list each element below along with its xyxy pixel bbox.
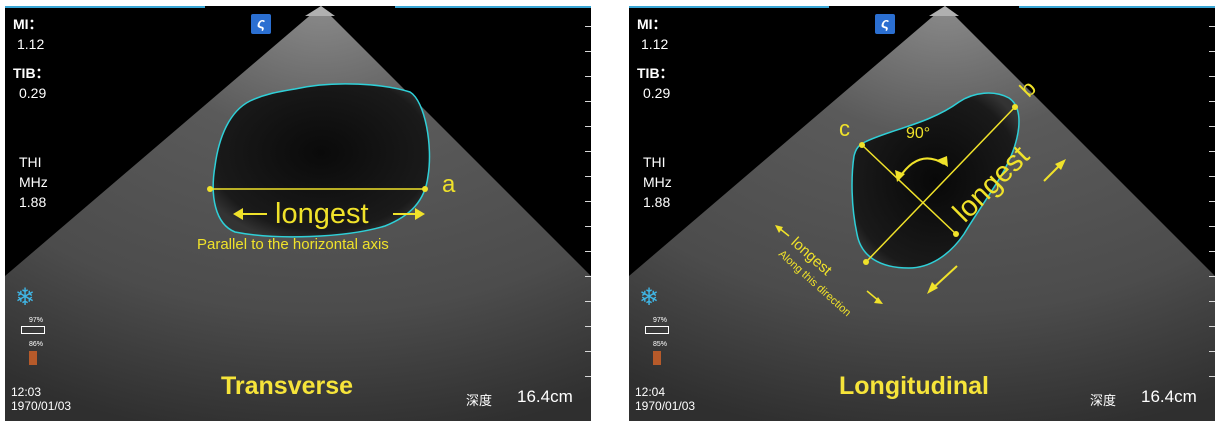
mi-value: 1.12 <box>17 36 45 52</box>
brand-logo-icon: ς <box>251 14 271 34</box>
top-accent-bar <box>1019 6 1215 8</box>
view-label: Transverse <box>221 372 354 400</box>
mhz-label: MHz <box>643 174 672 190</box>
time-text: 12:04 <box>635 385 666 399</box>
label-a: a <box>442 171 456 198</box>
freq-value: 1.88 <box>19 194 47 210</box>
tib-value: 0.29 <box>19 85 47 101</box>
cyst-outline <box>212 83 431 238</box>
depth-scale <box>1207 6 1215 421</box>
label-c: c <box>839 116 850 141</box>
cyst-outline <box>851 92 1020 269</box>
freeze-snowflake-icon[interactable]: ❄ <box>639 284 660 311</box>
battery-icon <box>21 326 45 334</box>
top-accent-bar <box>395 6 591 8</box>
depth-label: 深度 <box>466 393 493 408</box>
mi-readout: MI： 1.12 <box>13 14 44 54</box>
timestamp: 12:03 1970/01/03 <box>11 385 71 413</box>
ultrasound-panel-transverse: ς MI： 1.12 TIB： 0.29 THI MHz 1.88 ❄ 97% … <box>5 6 591 421</box>
freeze-snowflake-icon[interactable]: ❄ <box>15 284 36 311</box>
longest-label: longest <box>275 198 369 230</box>
depth-scale <box>583 6 591 421</box>
ultrasound-scan-image <box>629 6 1215 421</box>
thi-readout: THI MHz 1.88 <box>19 152 48 212</box>
ultrasound-panel-longitudinal: ς MI： 1.12 TIB： 0.29 THI MHz 1.88 ❄ 97% … <box>629 6 1215 421</box>
thi-readout: THI MHz 1.88 <box>643 152 672 212</box>
angle-label: 90° <box>906 125 931 142</box>
mi-value: 1.12 <box>641 36 669 52</box>
top-accent-bar <box>629 6 829 8</box>
tib-label: TIB： <box>637 65 674 81</box>
top-accent-bar <box>5 6 205 8</box>
battery-top-percent: 97% <box>29 317 44 324</box>
brand-logo-icon: ς <box>875 14 895 34</box>
battery-bottom-percent: 85% <box>653 341 668 348</box>
mhz-label: MHz <box>19 174 48 190</box>
battery-bottom-percent: 86% <box>29 341 44 348</box>
thi-label: THI <box>643 154 666 170</box>
depth-value: 16.4cm <box>517 387 573 406</box>
date-text: 1970/01/03 <box>11 399 72 413</box>
charging-battery-icon <box>29 351 37 365</box>
tib-value: 0.29 <box>643 85 671 101</box>
thi-label: THI <box>19 154 42 170</box>
tib-readout: TIB： 0.29 <box>637 63 674 103</box>
timestamp: 12:04 1970/01/03 <box>635 385 695 413</box>
tib-readout: TIB： 0.29 <box>13 63 50 103</box>
depth-label: 深度 <box>1090 393 1117 408</box>
mi-readout: MI： 1.12 <box>637 14 668 54</box>
mi-label: MI： <box>13 16 43 32</box>
parallel-note: Parallel to the horizontal axis <box>197 236 389 253</box>
time-text: 12:03 <box>11 385 42 399</box>
ultrasound-scan-image <box>5 6 591 421</box>
charging-battery-icon <box>653 351 661 365</box>
freq-value: 1.88 <box>643 194 671 210</box>
mi-label: MI： <box>637 16 667 32</box>
view-label: Longitudinal <box>839 372 989 400</box>
tib-label: TIB： <box>13 65 50 81</box>
battery-icon <box>645 326 669 334</box>
date-text: 1970/01/03 <box>635 399 696 413</box>
depth-value: 16.4cm <box>1141 387 1197 406</box>
battery-top-percent: 97% <box>653 317 668 324</box>
